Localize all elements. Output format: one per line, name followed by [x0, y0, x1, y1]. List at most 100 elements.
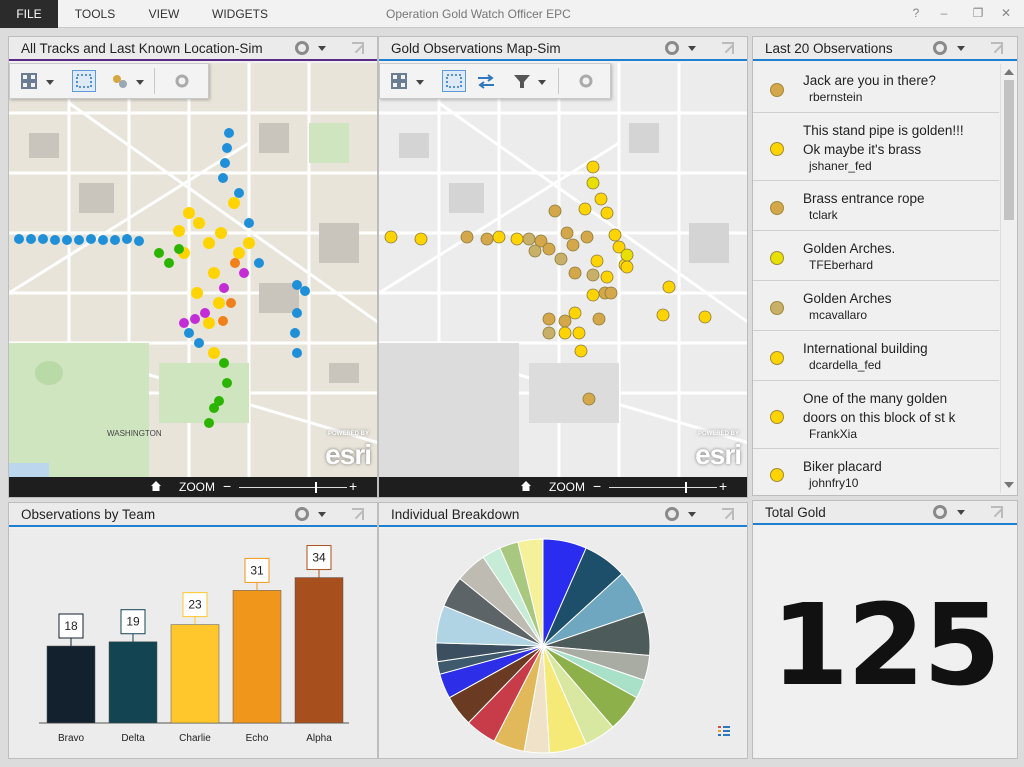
zoom-out-button[interactable]: − [593, 478, 602, 494]
observation-user: johnfry10 [809, 476, 859, 490]
data-label: 18 [64, 619, 78, 633]
status-dot-icon [770, 301, 784, 315]
popout-icon[interactable] [991, 506, 1003, 518]
observation-item[interactable]: One of the many golden doors on this blo… [753, 381, 999, 449]
zoom-slider-thumb[interactable] [685, 482, 688, 493]
data-label-box [182, 592, 208, 618]
gear-icon[interactable] [665, 507, 679, 521]
gear-icon[interactable] [295, 41, 309, 55]
observation-user: dcardella_fed [809, 358, 882, 372]
pie-slice-22[interactable] [517, 538, 544, 647]
observations-map-panel: Gold Observations Map-Sim [378, 36, 748, 498]
chevron-down-icon[interactable] [318, 512, 326, 517]
observation-user: jshaner_fed [809, 159, 872, 173]
legend-icon[interactable] [717, 724, 731, 738]
tracks-map-panel: All Tracks and Last Known Location-Sim [8, 36, 378, 498]
bar-charlie[interactable] [170, 624, 220, 724]
tracks-map[interactable]: WASHINGTON POWERED BY esri [9, 63, 377, 477]
chevron-down-icon[interactable] [688, 512, 696, 517]
chevron-down-icon[interactable] [957, 46, 965, 51]
close-icon[interactable]: ✕ [1000, 6, 1012, 20]
popout-icon[interactable] [352, 42, 364, 54]
zoom-in-button[interactable]: + [719, 478, 728, 494]
status-dot-icon [770, 351, 784, 365]
individual-pie-chart [435, 538, 651, 754]
gear-icon[interactable] [295, 507, 309, 521]
settings-icon[interactable] [170, 70, 194, 92]
observation-text: International building [803, 341, 928, 356]
bar-bravo[interactable] [46, 645, 96, 724]
chevron-down-icon[interactable] [318, 46, 326, 51]
zoom-bar: ZOOM − + [379, 477, 747, 497]
basemap-gallery-icon[interactable] [18, 70, 42, 92]
scroll-down-icon[interactable] [1004, 482, 1014, 488]
total-gold-panel: Total Gold 125 [752, 500, 1018, 759]
observation-item[interactable]: Brass entrance rope tclark [753, 181, 999, 231]
list-scrollbar[interactable] [1000, 64, 1016, 493]
menu-tools[interactable]: TOOLS [74, 7, 116, 21]
panel-title: Observations by Team [21, 507, 156, 522]
popout-icon[interactable] [352, 508, 364, 520]
bar-alpha[interactable] [294, 577, 344, 724]
restore-icon[interactable]: ❐ [972, 6, 984, 20]
gear-icon[interactable] [665, 41, 679, 55]
menu-file[interactable]: FILE [0, 0, 58, 28]
select-features-icon[interactable] [442, 70, 466, 92]
settings-icon[interactable] [574, 70, 598, 92]
zoom-slider-track[interactable] [609, 487, 717, 488]
zoom-slider-thumb[interactable] [315, 482, 318, 493]
bar-delta[interactable] [108, 641, 158, 724]
last-observations-panel: Last 20 Observations Jack are you in the… [752, 36, 1018, 496]
filter-icon[interactable] [510, 70, 534, 92]
data-label-box [306, 545, 332, 571]
gear-icon[interactable] [933, 41, 947, 55]
x-tick-label: Echo [246, 733, 269, 744]
chevron-down-icon[interactable] [416, 80, 424, 85]
chevron-down-icon[interactable] [688, 46, 696, 51]
data-label: 31 [250, 563, 264, 577]
chevron-down-icon[interactable] [957, 510, 965, 515]
popout-icon[interactable] [722, 42, 734, 54]
x-tick-label: Alpha [306, 733, 332, 744]
observation-text: Golden Arches [803, 291, 892, 306]
bar-echo[interactable] [232, 590, 282, 724]
swap-icon[interactable] [474, 70, 498, 92]
observation-item[interactable]: Biker placard johnfry10 [753, 449, 999, 495]
chevron-down-icon[interactable] [46, 80, 54, 85]
gear-icon[interactable] [933, 505, 947, 519]
chevron-down-icon[interactable] [538, 80, 546, 85]
menu-view[interactable]: VIEW [148, 7, 180, 21]
scrollbar-thumb[interactable] [1004, 80, 1014, 220]
zoom-out-button[interactable]: − [223, 478, 232, 494]
observation-item[interactable]: This stand pipe is golden!!! Ok maybe it… [753, 113, 999, 181]
observation-item[interactable]: Golden Arches. TFEberhard [753, 231, 999, 281]
zoom-in-button[interactable]: + [349, 478, 358, 494]
menu-widgets[interactable]: WIDGETS [212, 7, 268, 21]
observations-map[interactable]: POWERED BY esri [379, 63, 747, 477]
observation-item[interactable]: Jack are you in there? rbernstein [753, 63, 999, 113]
minimize-icon[interactable]: – [940, 6, 948, 20]
observation-text: This stand pipe is golden!!! Ok maybe it… [803, 123, 964, 157]
team-bar-chart: 18 Bravo 19 Delta 23 Charlie 31 Echo 34 Alpha [39, 545, 349, 744]
zoom-bar: ZOOM − + [9, 477, 377, 497]
individual-chart-area [379, 529, 747, 758]
help-icon[interactable]: ? [912, 6, 920, 20]
panel-title: Total Gold [765, 505, 826, 520]
home-icon[interactable] [150, 480, 162, 492]
track-markers [14, 128, 310, 428]
popout-icon[interactable] [991, 42, 1003, 54]
map-toolbar [379, 63, 611, 99]
layers-icon[interactable] [108, 70, 132, 92]
home-icon[interactable] [520, 480, 532, 492]
observation-item[interactable]: Golden Arches mcavallaro [753, 281, 999, 331]
status-dot-icon [770, 83, 784, 97]
basemap-gallery-icon[interactable] [388, 70, 412, 92]
observation-item[interactable]: International building dcardella_fed [753, 331, 999, 381]
zoom-slider-track[interactable] [239, 487, 347, 488]
team-chart-area: 18 Bravo 19 Delta 23 Charlie 31 Echo 34 Alpha [9, 529, 377, 758]
popout-icon[interactable] [722, 508, 734, 520]
scroll-up-icon[interactable] [1004, 69, 1014, 75]
observation-text: One of the many golden doors on this blo… [803, 391, 956, 425]
select-features-icon[interactable] [72, 70, 96, 92]
chevron-down-icon[interactable] [136, 80, 144, 85]
